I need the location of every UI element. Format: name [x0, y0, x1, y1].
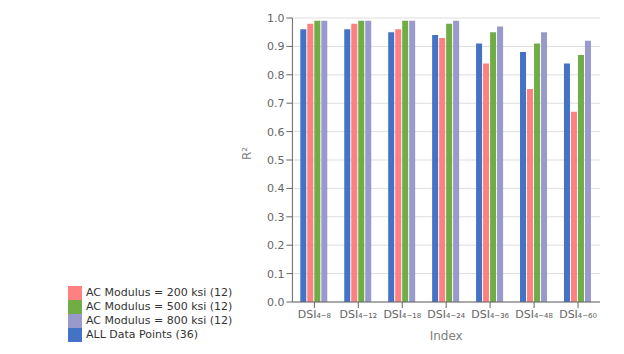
svg-text:0.2: 0.2 — [267, 239, 285, 252]
svg-text:0.5: 0.5 — [267, 154, 285, 167]
svg-text:0.9: 0.9 — [267, 40, 285, 53]
svg-text:0.4: 0.4 — [267, 182, 285, 195]
svg-text:0.7: 0.7 — [267, 97, 285, 110]
svg-text:DSI₄₋₈: DSI₄₋₈ — [298, 308, 332, 321]
svg-text:DSI₄₋₄₈: DSI₄₋₄₈ — [515, 308, 553, 321]
svg-text:0.0: 0.0 — [267, 296, 285, 309]
html-text:AC Modulus = 200 ksi (12): AC Modulus = 200 ksi (12) — [86, 286, 233, 299]
svg-text:R²: R² — [240, 147, 254, 160]
svg-text:0.3: 0.3 — [267, 211, 285, 224]
svg-text:1.0: 1.0 — [267, 12, 285, 25]
html-text:ALL Data Points (36): ALL Data Points (36) — [86, 328, 199, 341]
svg-text:0.6: 0.6 — [267, 126, 285, 139]
svg-text:DSI₄₋₆₀: DSI₄₋₆₀ — [559, 308, 597, 321]
svg-text:Index: Index — [430, 329, 463, 343]
svg-text:DSI₄₋₁₈: DSI₄₋₁₈ — [383, 308, 421, 321]
html-text:AC Modulus = 800 ksi (12): AC Modulus = 800 ksi (12) — [86, 314, 233, 327]
svg-text:0.8: 0.8 — [267, 69, 285, 82]
svg-text:DSI₄₋₃₆: DSI₄₋₃₆ — [471, 308, 509, 321]
html-text:AC Modulus = 500 ksi (12): AC Modulus = 500 ksi (12) — [86, 300, 233, 313]
svg-text:DSI₄₋₁₂: DSI₄₋₁₂ — [339, 308, 377, 321]
svg-text:0.1: 0.1 — [267, 268, 285, 281]
svg-text:DSI₄₋₂₄: DSI₄₋₂₄ — [427, 308, 465, 321]
